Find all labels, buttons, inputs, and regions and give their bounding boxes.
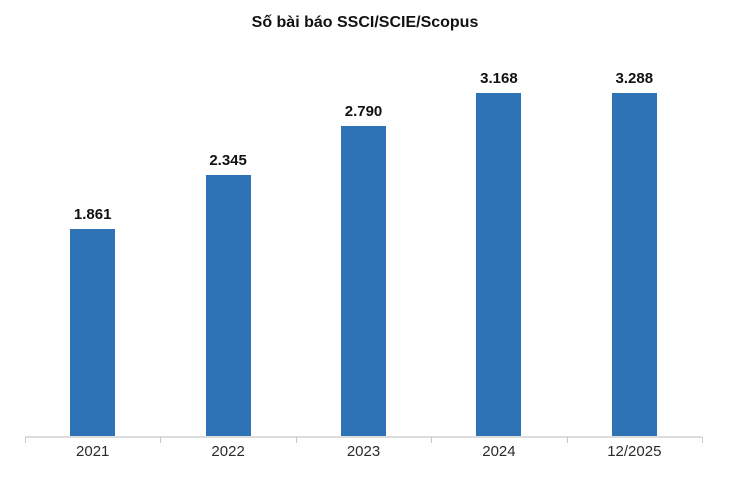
- bar-column: 3.288: [567, 70, 702, 437]
- bar: [341, 125, 387, 437]
- x-axis-labels: 2021 2022 2023 2024 12/2025: [25, 443, 702, 460]
- x-axis-label: 2022: [211, 443, 245, 460]
- bar-value-label: 3.168: [480, 70, 518, 87]
- bar: [476, 93, 522, 437]
- bar-column: 2.345: [160, 70, 295, 437]
- bar-value-label: 2.345: [209, 152, 247, 170]
- bar: [611, 93, 657, 437]
- axis-tick: [160, 437, 162, 443]
- bar: [205, 175, 251, 437]
- x-axis-label: 2021: [76, 443, 110, 460]
- x-axis-label: 2023: [346, 443, 381, 460]
- bar: [70, 229, 116, 437]
- axis-tick: [25, 437, 26, 443]
- x-axis-label: 12/2025: [607, 443, 662, 460]
- axis-tick: [702, 437, 703, 443]
- x-axis-label: 2024: [482, 443, 516, 460]
- bar-column: 1.861: [25, 70, 160, 437]
- bar-column: 2.790: [296, 70, 431, 437]
- axis-tick: [431, 437, 433, 443]
- bar-value-label: 1.861: [73, 206, 112, 224]
- bar-value-label: 2.790: [344, 102, 383, 120]
- bar-value-label: 3.288: [615, 70, 654, 87]
- bars-container: 1.861 2.345 2.790 3.168 3.288: [25, 70, 702, 437]
- chart-title: Số bài báo SSCI/SCIE/Scopus: [251, 14, 479, 31]
- axis-tick: [295, 437, 297, 443]
- axis-tick: [566, 437, 568, 443]
- x-axis-line: [25, 436, 702, 438]
- plot-area: 1.861 2.345 2.790 3.168 3.288: [25, 70, 703, 443]
- bar-column: 3.168: [431, 70, 566, 437]
